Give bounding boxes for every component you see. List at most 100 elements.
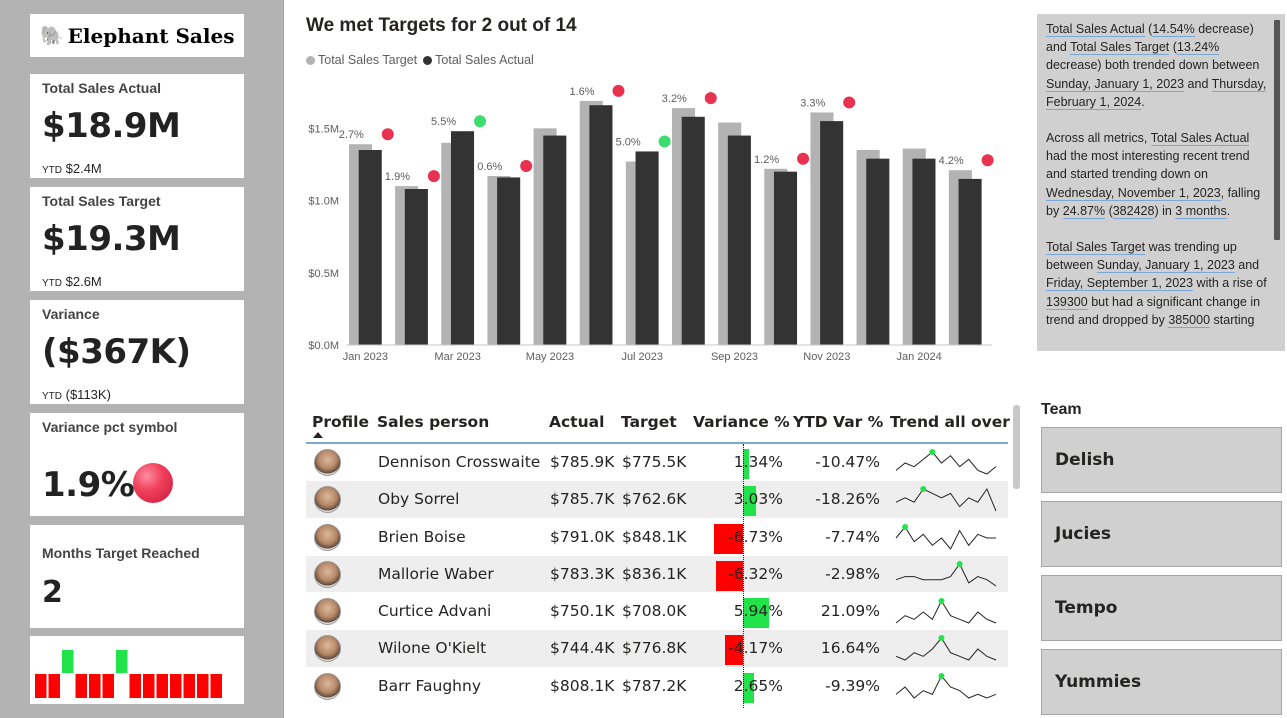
kpi-ytd: YTD $2.4M — [42, 161, 102, 176]
bar-actual[interactable] — [681, 116, 705, 346]
team-option-yummies[interactable]: Yummies — [1041, 649, 1282, 715]
column-header-sales-person[interactable]: Sales person — [377, 413, 490, 431]
variance-indicator-dot — [612, 84, 625, 97]
table-row[interactable]: Dennison Crosswaite $785.9K $775.5K 1.34% -1… — [306, 444, 1008, 482]
month-status-bar[interactable] — [62, 650, 74, 673]
bar-actual[interactable] — [589, 105, 613, 345]
x-tick-label: Jan 2023 — [343, 351, 388, 363]
column-header-profile[interactable]: Profile — [312, 413, 369, 431]
column-header-actual[interactable]: Actual — [549, 413, 605, 431]
smart-narrative: Total Sales Actual (14.54% decrease) and… — [1037, 14, 1285, 351]
trend-sparkline — [895, 523, 996, 550]
legend-item-target[interactable]: Total Sales Target — [306, 53, 417, 67]
cell-target: $836.1K — [622, 564, 687, 583]
table-scrollbar[interactable] — [1013, 405, 1020, 489]
kpi-total-sales-target[interactable]: Total Sales Target $19.3M YTD $2.6M — [30, 187, 244, 291]
kpi-variance-pct[interactable]: Variance pct symbol 1.9% — [30, 413, 244, 516]
cell-sales-person: Brien Boise — [378, 527, 466, 546]
variance-data-label: 4.2% — [939, 155, 964, 167]
bar-actual[interactable] — [958, 178, 982, 345]
kpi-variance[interactable]: Variance ($367K) YTD ($113K) — [30, 300, 244, 404]
variance-bar-cell — [694, 483, 784, 517]
month-status-bar[interactable] — [89, 674, 101, 698]
kpi-ytd: YTD $2.6M — [42, 274, 102, 289]
kpi-months-target-reached[interactable]: Months Target Reached 2 — [30, 525, 244, 628]
sparkline-path — [895, 451, 997, 475]
legend-item-actual[interactable]: Total Sales Actual — [423, 53, 534, 67]
variance-indicator-dot — [520, 160, 533, 172]
sales-bar-chart[interactable]: $0.0M $0.5M $1.0M $1.5M 2.7% 1.9% 5.5% 0.6% 1.6%… — [300, 75, 1000, 375]
monthly-target-strip-chart — [35, 650, 223, 698]
bar-actual[interactable] — [727, 135, 751, 345]
avatar — [314, 672, 341, 700]
table-row[interactable]: Wilone O'Kielt $744.4K $776.8K -4.17% 16.64% — [306, 630, 1008, 668]
variance-bar — [743, 598, 769, 629]
narr-text: ( — [1169, 40, 1177, 55]
team-option-delish[interactable]: Delish — [1041, 427, 1282, 493]
narr-metric: 385000 — [1168, 312, 1211, 328]
sparkline-peak-marker — [902, 523, 909, 530]
column-header-variance-pct[interactable]: Variance % — [693, 413, 790, 431]
column-header-ytd-var[interactable]: YTD Var % — [793, 413, 884, 431]
table-row[interactable]: Mallorie Waber $783.3K $836.1K -6.32% -2.98% — [306, 555, 1008, 594]
month-status-bar[interactable] — [210, 674, 223, 698]
month-status-bar[interactable] — [170, 674, 182, 698]
trend-sparkline — [895, 672, 997, 699]
narr-metric: 24.87% — [1062, 203, 1106, 219]
bar-actual[interactable] — [497, 177, 521, 345]
month-status-bar[interactable] — [143, 674, 155, 698]
bar-actual[interactable] — [358, 150, 382, 345]
variance-data-label: 3.3% — [800, 97, 825, 109]
month-status-bar[interactable] — [183, 674, 196, 698]
cell-sales-person: Mallorie Waber — [378, 564, 494, 583]
bar-actual[interactable] — [820, 121, 844, 345]
month-status-bar[interactable] — [75, 674, 88, 698]
column-header-target[interactable]: Target — [621, 413, 677, 431]
variance-indicator-dot — [474, 115, 487, 128]
narr-text: with a rise of — [1193, 276, 1267, 291]
bar-actual[interactable] — [404, 189, 428, 345]
kpi-value: $19.3M — [42, 219, 181, 259]
table-row[interactable]: Curtice Advani $750.1K $708.0K 5.94% 21.09% — [306, 593, 1008, 631]
month-status-bar[interactable] — [197, 674, 209, 698]
variance-bar-cell — [694, 595, 784, 629]
table-row[interactable]: Brien Boise $791.0K $848.1K -6.73% -7.74% — [306, 519, 1008, 556]
month-status-bar[interactable] — [35, 674, 47, 698]
cell-ytd-var: -18.26% — [815, 490, 880, 509]
bar-actual[interactable] — [912, 158, 936, 345]
y-tick-label: $0.0M — [308, 340, 339, 352]
table-row[interactable]: Barr Faughny $808.1K $787.2K 2.65% -9.39% — [306, 668, 1008, 706]
team-option-jucies[interactable]: Jucies — [1041, 501, 1282, 567]
kpi-total-sales-actual[interactable]: Total Sales Actual $18.9M YTD $2.4M — [30, 74, 244, 178]
trend-sparkline — [895, 486, 997, 512]
sort-ascending-icon[interactable] — [313, 432, 323, 438]
cell-target: $775.5K — [622, 453, 687, 471]
narr-metric: Total Sales Actual — [1046, 22, 1145, 37]
month-status-bar[interactable] — [129, 674, 142, 698]
monthly-target-strip[interactable] — [30, 636, 244, 704]
team-option-tempo[interactable]: Tempo — [1041, 575, 1282, 641]
month-status-bar[interactable] — [116, 650, 128, 673]
column-header-trend[interactable]: Trend all over — [890, 413, 1010, 431]
bar-actual[interactable] — [773, 171, 798, 345]
bar-actual[interactable] — [543, 135, 567, 345]
bar-actual[interactable] — [450, 131, 475, 345]
narr-text: had the most interesting recent trend an… — [1046, 149, 1250, 182]
variance-data-label: 1.2% — [754, 154, 779, 166]
bar-actual[interactable] — [635, 151, 659, 345]
month-status-bar[interactable] — [48, 674, 61, 698]
cell-variance-pct: 2.65% — [733, 676, 783, 695]
narrative-paragraph-3: Total Sales Target was trending up betwe… — [1046, 238, 1267, 329]
narr-metric: 3 months — [1175, 203, 1227, 219]
x-tick-label: Nov 2023 — [803, 351, 850, 363]
narrative-scrollbar[interactable] — [1274, 20, 1280, 240]
month-status-bar[interactable] — [102, 674, 115, 698]
sparkline-path — [895, 600, 997, 624]
legend-label: Total Sales Target — [318, 53, 418, 67]
variance-indicator-dot — [704, 92, 717, 105]
table-header: Profile Sales person Actual Target Varia… — [306, 404, 1010, 444]
table-row[interactable]: Oby Sorrel $785.7K $762.6K 3.03% -18.26% — [306, 481, 1008, 519]
month-status-bar[interactable] — [156, 674, 169, 698]
narr-text: ( — [1105, 203, 1113, 218]
bar-actual[interactable] — [866, 158, 890, 345]
